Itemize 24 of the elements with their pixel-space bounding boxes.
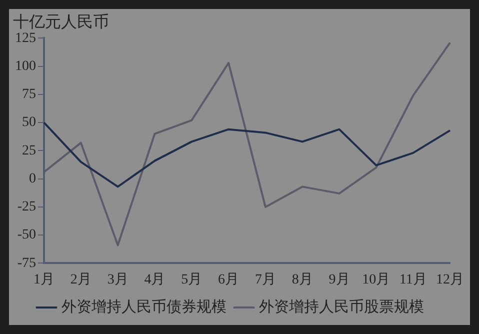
x-tick-label: 3月 xyxy=(107,272,128,288)
x-tick-label: 1月 xyxy=(34,272,54,288)
y-tick-label: 100 xyxy=(15,58,36,74)
y-tick-label: -50 xyxy=(17,228,36,243)
y-tick-label: -25 xyxy=(17,200,36,215)
x-tick-label: 4月 xyxy=(144,272,166,288)
x-tick-label: 2月 xyxy=(70,272,92,288)
x-tick-label: 9月 xyxy=(328,272,350,288)
x-tick-label: 7月 xyxy=(254,272,276,288)
y-tick-label: 125 xyxy=(15,30,36,46)
x-tick-label: 12月 xyxy=(436,272,464,288)
y-tick-label: 25 xyxy=(22,143,36,158)
y-axis-title: 十亿元人民币 xyxy=(13,12,109,31)
x-tick-label: 11月 xyxy=(399,272,427,288)
x-tick-label: 5月 xyxy=(181,272,202,288)
legend-label: 外资增持人民币股票规模 xyxy=(259,298,424,316)
legend-label: 外资增持人民币债券规模 xyxy=(62,298,226,316)
x-tick-label: 8月 xyxy=(292,272,313,288)
x-tick-label: 10月 xyxy=(362,272,390,288)
y-tick-label: 75 xyxy=(22,87,36,102)
x-tick-label: 6月 xyxy=(218,272,240,288)
y-tick-label: 50 xyxy=(22,115,36,130)
y-tick-label: -75 xyxy=(17,256,36,271)
y-tick-label: 0 xyxy=(29,171,36,186)
